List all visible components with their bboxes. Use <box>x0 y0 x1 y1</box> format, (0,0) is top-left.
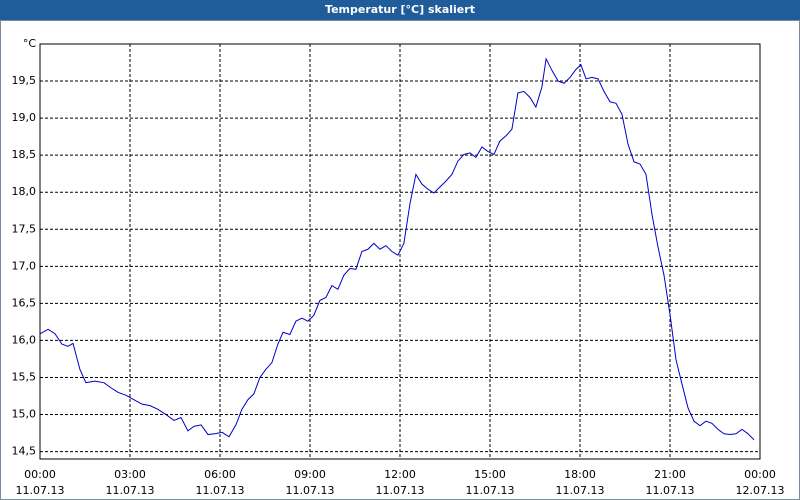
y-tick-label: 16,0 <box>12 333 37 346</box>
x-tick-label: 15:00 <box>474 468 506 481</box>
x-tick-date: 11.07.13 <box>196 484 245 497</box>
y-tick-label: 19,0 <box>12 111 37 124</box>
x-tick-label: 12:00 <box>384 468 416 481</box>
x-tick-date: 11.07.13 <box>376 484 425 497</box>
x-tick-date: 11.07.13 <box>16 484 65 497</box>
plot-border <box>39 43 761 460</box>
y-tick-label: 17,0 <box>12 259 37 272</box>
y-tick-label: 16,5 <box>12 296 37 309</box>
x-tick-date: 11.07.13 <box>106 484 155 497</box>
x-tick-label: 09:00 <box>294 468 326 481</box>
y-tick-label: 18,5 <box>12 148 37 161</box>
x-tick-date: 11.07.13 <box>286 484 335 497</box>
y-tick-label: 15,5 <box>12 370 37 383</box>
x-tick-date: 11.07.13 <box>466 484 515 497</box>
y-tick-label: 19,5 <box>12 74 37 87</box>
x-tick-label: 00:00 <box>24 468 56 481</box>
x-tick-label: 00:00 <box>744 468 776 481</box>
x-tick-label: 03:00 <box>114 468 146 481</box>
y-tick-label: 17,5 <box>12 222 37 235</box>
y-tick-label: 14,5 <box>12 445 37 458</box>
y-tick-label: 18,0 <box>12 185 37 198</box>
x-tick-date: 11.07.13 <box>556 484 605 497</box>
data-line <box>39 57 755 441</box>
x-tick-label: 18:00 <box>564 468 596 481</box>
x-tick-label: 21:00 <box>654 468 686 481</box>
x-tick-date: 11.07.13 <box>646 484 695 497</box>
x-tick-label: 06:00 <box>204 468 236 481</box>
y-tick-label: °C <box>23 37 37 50</box>
title-bar <box>0 0 800 20</box>
x-tick-date: 12.07.13 <box>736 484 785 497</box>
chart-title: Temperatur [°C] skaliert <box>325 3 475 16</box>
y-tick-label: 15,0 <box>12 408 37 421</box>
